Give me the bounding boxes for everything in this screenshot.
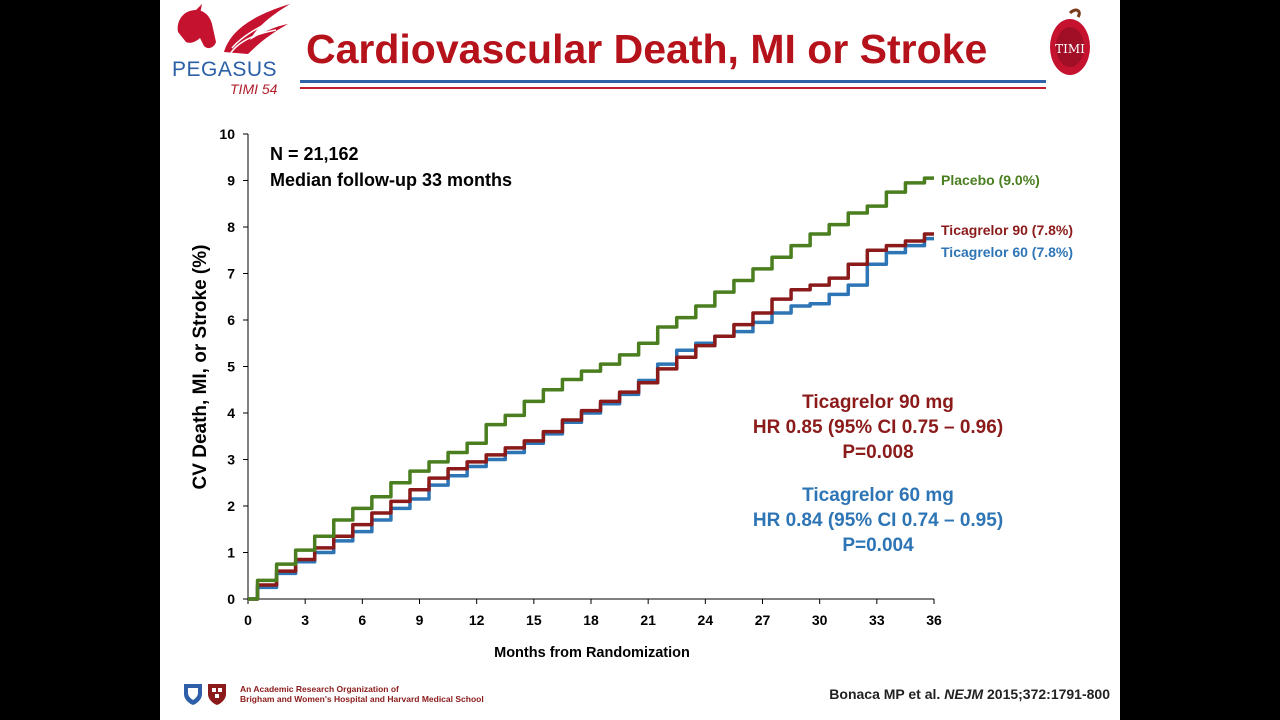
- title-rule-red: [300, 87, 1046, 89]
- y-tick-label: 6: [227, 312, 235, 328]
- t90-hr-annotation: HR 0.85 (95% CI 0.75 – 0.96): [753, 417, 1003, 438]
- pegasus-logo-text: PEGASUS: [172, 58, 278, 81]
- x-tick-label: 24: [698, 612, 714, 628]
- x-tick-label: 21: [640, 612, 656, 628]
- page-title: Cardiovascular Death, MI or Stroke: [306, 26, 988, 72]
- x-tick-label: 15: [526, 612, 542, 628]
- legend-label-ticagrelor-60-7-8: Ticagrelor 60 (7.8%): [941, 244, 1073, 260]
- legend-label-placebo-9-0: Placebo (9.0%): [941, 172, 1040, 188]
- footer-citation: Bonaca MP et al. NEJM 2015;372:1791-800: [829, 686, 1110, 702]
- y-tick-label: 9: [227, 173, 235, 189]
- x-tick-label: 33: [869, 612, 885, 628]
- followup-annotation: Median follow-up 33 months: [270, 170, 512, 190]
- footer-org-line2: Brigham and Women's Hospital and Harvard…: [240, 694, 484, 704]
- citation-rest: 2015;372:1791-800: [987, 686, 1110, 702]
- t90-p-annotation: P=0.008: [842, 442, 913, 463]
- slide: PEGASUS TIMI 54 Cardiovascular Death, MI…: [160, 0, 1120, 720]
- x-tick-label: 0: [244, 612, 252, 628]
- x-tick-label: 12: [469, 612, 485, 628]
- y-tick-label: 2: [227, 498, 235, 514]
- timi-logo-text: TIMI: [1055, 42, 1085, 56]
- y-tick-label: 3: [227, 452, 235, 468]
- series-line-placebo-9-0: [248, 176, 934, 601]
- x-tick-label: 27: [755, 612, 771, 628]
- title-rule-blue: [300, 80, 1046, 83]
- series-line-ticagrelor-60-7-8: [248, 236, 934, 601]
- institution-shields-icon: [184, 684, 226, 705]
- x-tick-label: 18: [583, 612, 599, 628]
- x-tick-label: 3: [301, 612, 309, 628]
- t60-p-annotation: P=0.004: [842, 535, 914, 556]
- y-tick-label: 7: [227, 266, 235, 282]
- citation-authors: Bonaca MP et al.: [829, 686, 941, 702]
- pegasus-logo-icon: [177, 4, 290, 55]
- x-tick-label: 6: [358, 612, 366, 628]
- x-tick-label: 9: [416, 612, 424, 628]
- y-axis-title: CV Death, MI, or Stroke (%): [190, 245, 211, 490]
- t60-title-annotation: Ticagrelor 60 mg: [802, 485, 954, 506]
- t60-hr-annotation: HR 0.84 (95% CI 0.74 – 0.95): [753, 510, 1003, 531]
- legend-label-ticagrelor-90-7-8: Ticagrelor 90 (7.8%): [941, 222, 1073, 238]
- y-tick-label: 8: [227, 219, 235, 235]
- citation-journal: NEJM: [944, 686, 984, 702]
- x-tick-label: 36: [926, 612, 942, 628]
- timi54-logo-text: TIMI 54: [230, 81, 278, 97]
- series-line-ticagrelor-90-7-8: [248, 232, 934, 601]
- n-annotation: N = 21,162: [270, 144, 359, 164]
- y-tick-label: 1: [227, 545, 235, 561]
- x-tick-label: 30: [812, 612, 828, 628]
- y-tick-label: 10: [219, 126, 235, 142]
- y-tick-label: 5: [227, 359, 235, 375]
- x-axis-title: Months from Randomization: [494, 645, 690, 661]
- timi-logo-icon: TIMI: [1050, 8, 1090, 75]
- y-tick-label: 0: [227, 591, 235, 607]
- footer-org-line1: An Academic Research Organization of: [240, 684, 399, 694]
- t90-title-annotation: Ticagrelor 90 mg: [802, 392, 954, 413]
- footer-organization: An Academic Research Organization of Bri…: [240, 684, 484, 704]
- y-tick-label: 4: [227, 405, 235, 421]
